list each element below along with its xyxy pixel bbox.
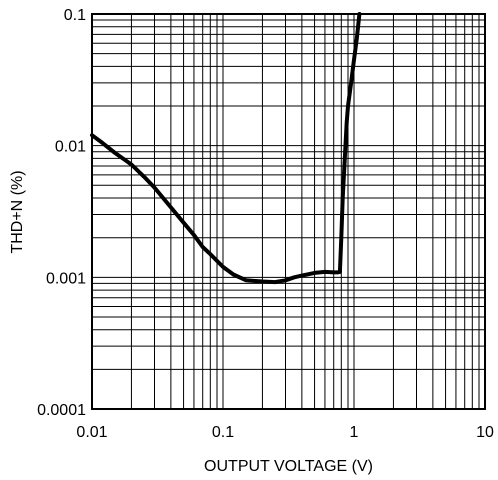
y-tick-label: 0.01: [55, 139, 86, 156]
series-layer: [90, 12, 362, 285]
y-axis-title: THD+N (%): [9, 170, 26, 253]
x-tick-label: 10: [476, 424, 494, 441]
x-tick-labels: 0.01 0.1 1 10: [76, 424, 494, 441]
series-line: [90, 12, 362, 285]
y-tick-label: 0.1: [64, 7, 86, 24]
y-tick-label: 0.0001: [37, 402, 86, 419]
plot-frame: [91, 13, 486, 410]
x-tick-label: 0.01: [76, 424, 107, 441]
y-tick-label: 0.001: [46, 270, 86, 287]
x-tick-label: 0.1: [212, 424, 234, 441]
x-tick-label: 1: [350, 424, 359, 441]
x-axis-title: OUTPUT VOLTAGE (V): [204, 458, 373, 475]
grid: [91, 14, 485, 410]
y-tick-labels: 0.0001 0.001 0.01 0.1: [37, 7, 86, 419]
